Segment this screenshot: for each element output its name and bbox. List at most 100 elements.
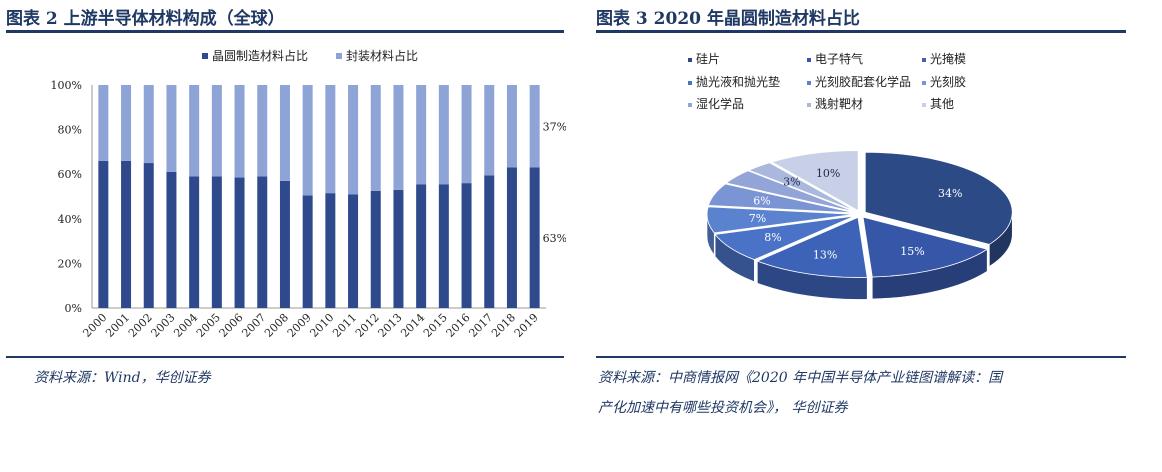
bar-segment	[529, 85, 540, 168]
bar-segment	[189, 176, 200, 308]
pie-data-label: 15%	[900, 245, 924, 258]
right-figure-title: 图表 3 2020 年晶圆制造材料占比	[596, 9, 860, 29]
pie-data-label: 10%	[816, 167, 840, 180]
legend-swatch	[336, 53, 342, 59]
bar-segment	[506, 167, 517, 308]
bar-segment	[325, 85, 336, 194]
x-tick-label: 2010	[307, 311, 336, 340]
bar-segment	[302, 195, 313, 308]
bar-segment	[461, 183, 472, 308]
bar-segment	[484, 85, 495, 176]
bar-segment	[98, 160, 109, 308]
pie-data-label: 8%	[764, 231, 781, 244]
legend-swatch	[922, 81, 926, 85]
pie-slice	[747, 162, 857, 212]
x-tick-label: 2008	[262, 311, 291, 340]
bar-segment	[529, 167, 540, 308]
pie-slice	[770, 150, 859, 212]
legend-swatch	[807, 103, 811, 107]
bar-segment	[484, 175, 495, 308]
x-tick-label: 2017	[466, 311, 495, 340]
x-tick-label: 2019	[512, 311, 541, 340]
y-tick-label: 100%	[51, 79, 82, 92]
x-tick-label: 2013	[376, 311, 405, 340]
pie-data-label: 7%	[749, 212, 766, 225]
bar-segment	[370, 190, 381, 308]
y-tick-label: 0%	[65, 302, 82, 315]
legend-label: 光刻胶	[930, 74, 966, 89]
right-source-note-line1: 资料来源：中商情报网《2020 年中国半导体产业链图谱解读：国	[598, 370, 1003, 386]
bar-segment	[211, 176, 222, 308]
right-source-rule	[596, 356, 1126, 358]
bar-segment	[416, 184, 427, 308]
legend-swatch	[922, 103, 926, 107]
x-tick-label: 2018	[489, 311, 518, 340]
x-tick-label: 2003	[149, 311, 178, 340]
legend-label: 电子特气	[815, 51, 863, 66]
bar-segment	[257, 85, 268, 177]
x-tick-label: 2001	[103, 311, 132, 340]
pie-slice	[725, 170, 856, 213]
legend-swatch	[202, 53, 208, 59]
bar-segment	[506, 85, 517, 168]
x-tick-label: 2011	[330, 311, 359, 340]
pie-slice	[862, 216, 989, 278]
y-tick-label: 80%	[58, 124, 82, 137]
bar-segment	[189, 85, 200, 177]
y-tick-label: 20%	[58, 257, 82, 270]
bar-segment	[166, 171, 177, 308]
stacked-bar-chart: 晶圆制造材料占比 封装材料占比 0% 20% 40% 60% 80% 100% 20002001…	[51, 48, 566, 340]
x-tick-label: 2000	[80, 311, 109, 340]
legend-label: 硅片	[696, 52, 720, 66]
pie-labels: 34% 15% 13% 8% 7% 6% 3% 10%	[749, 167, 963, 262]
x-tick-label: 2006	[217, 311, 246, 340]
x-tick-label: 2005	[194, 311, 223, 340]
bar-segment	[438, 85, 449, 185]
legend-swatch	[688, 103, 692, 107]
left-title-rule	[6, 30, 564, 33]
pie-slice	[706, 206, 855, 234]
x-tick-label: 2007	[239, 311, 268, 340]
bar-segment	[461, 85, 472, 184]
legend-label: 抛光液和抛光垫	[696, 74, 780, 89]
x-tick-label: 2002	[126, 311, 155, 340]
x-tick-label: 2014	[398, 311, 427, 340]
left-source-note: 资料来源：Wind，华创证券	[34, 370, 211, 386]
legend-label: 其他	[930, 97, 954, 111]
legend-swatch	[807, 58, 811, 62]
bar-segment	[279, 85, 290, 181]
bar-segment	[166, 85, 177, 172]
legend-label: 封装材料占比	[346, 48, 418, 63]
pie-slice	[707, 183, 855, 214]
y-tick-label: 40%	[58, 213, 82, 226]
x-tick-label: 2016	[444, 311, 473, 340]
bar-segment	[143, 85, 154, 164]
x-tick-label: 2015	[421, 311, 450, 340]
x-tick-label: 2012	[353, 311, 382, 340]
bar-segment	[211, 85, 222, 177]
bar-segment	[234, 85, 245, 178]
legend-swatch	[922, 58, 926, 62]
pie-data-label: 3%	[783, 176, 800, 189]
bar-segment	[257, 176, 268, 308]
legend-swatch	[688, 81, 692, 85]
bar-segment	[416, 85, 427, 185]
bar-segment	[121, 85, 132, 161]
left-figure-title: 图表 2 上游半导体材料构成（全球）	[6, 9, 285, 29]
pie-slice	[864, 151, 1013, 245]
legend-label: 晶圆制造材料占比	[212, 48, 308, 63]
legend-label: 溅射靶材	[815, 96, 863, 111]
legend-swatch	[807, 81, 811, 85]
pie-data-label: 6%	[753, 195, 770, 208]
right-title-rule	[596, 30, 1126, 33]
y-tick-label: 60%	[58, 168, 82, 181]
right-source-note-line2: 产化加速中有哪些投资机会》， 华创证券	[598, 400, 848, 416]
bar-segment	[348, 194, 359, 308]
bar-segment	[302, 85, 313, 196]
legend-label: 湿化学品	[696, 96, 744, 111]
pie-slice	[756, 216, 868, 278]
x-tick-label: 2004	[171, 311, 200, 340]
bar-segment	[121, 160, 132, 308]
pie-data-label: 13%	[813, 249, 837, 262]
legend-label: 光刻胶配套化学品	[815, 74, 911, 89]
